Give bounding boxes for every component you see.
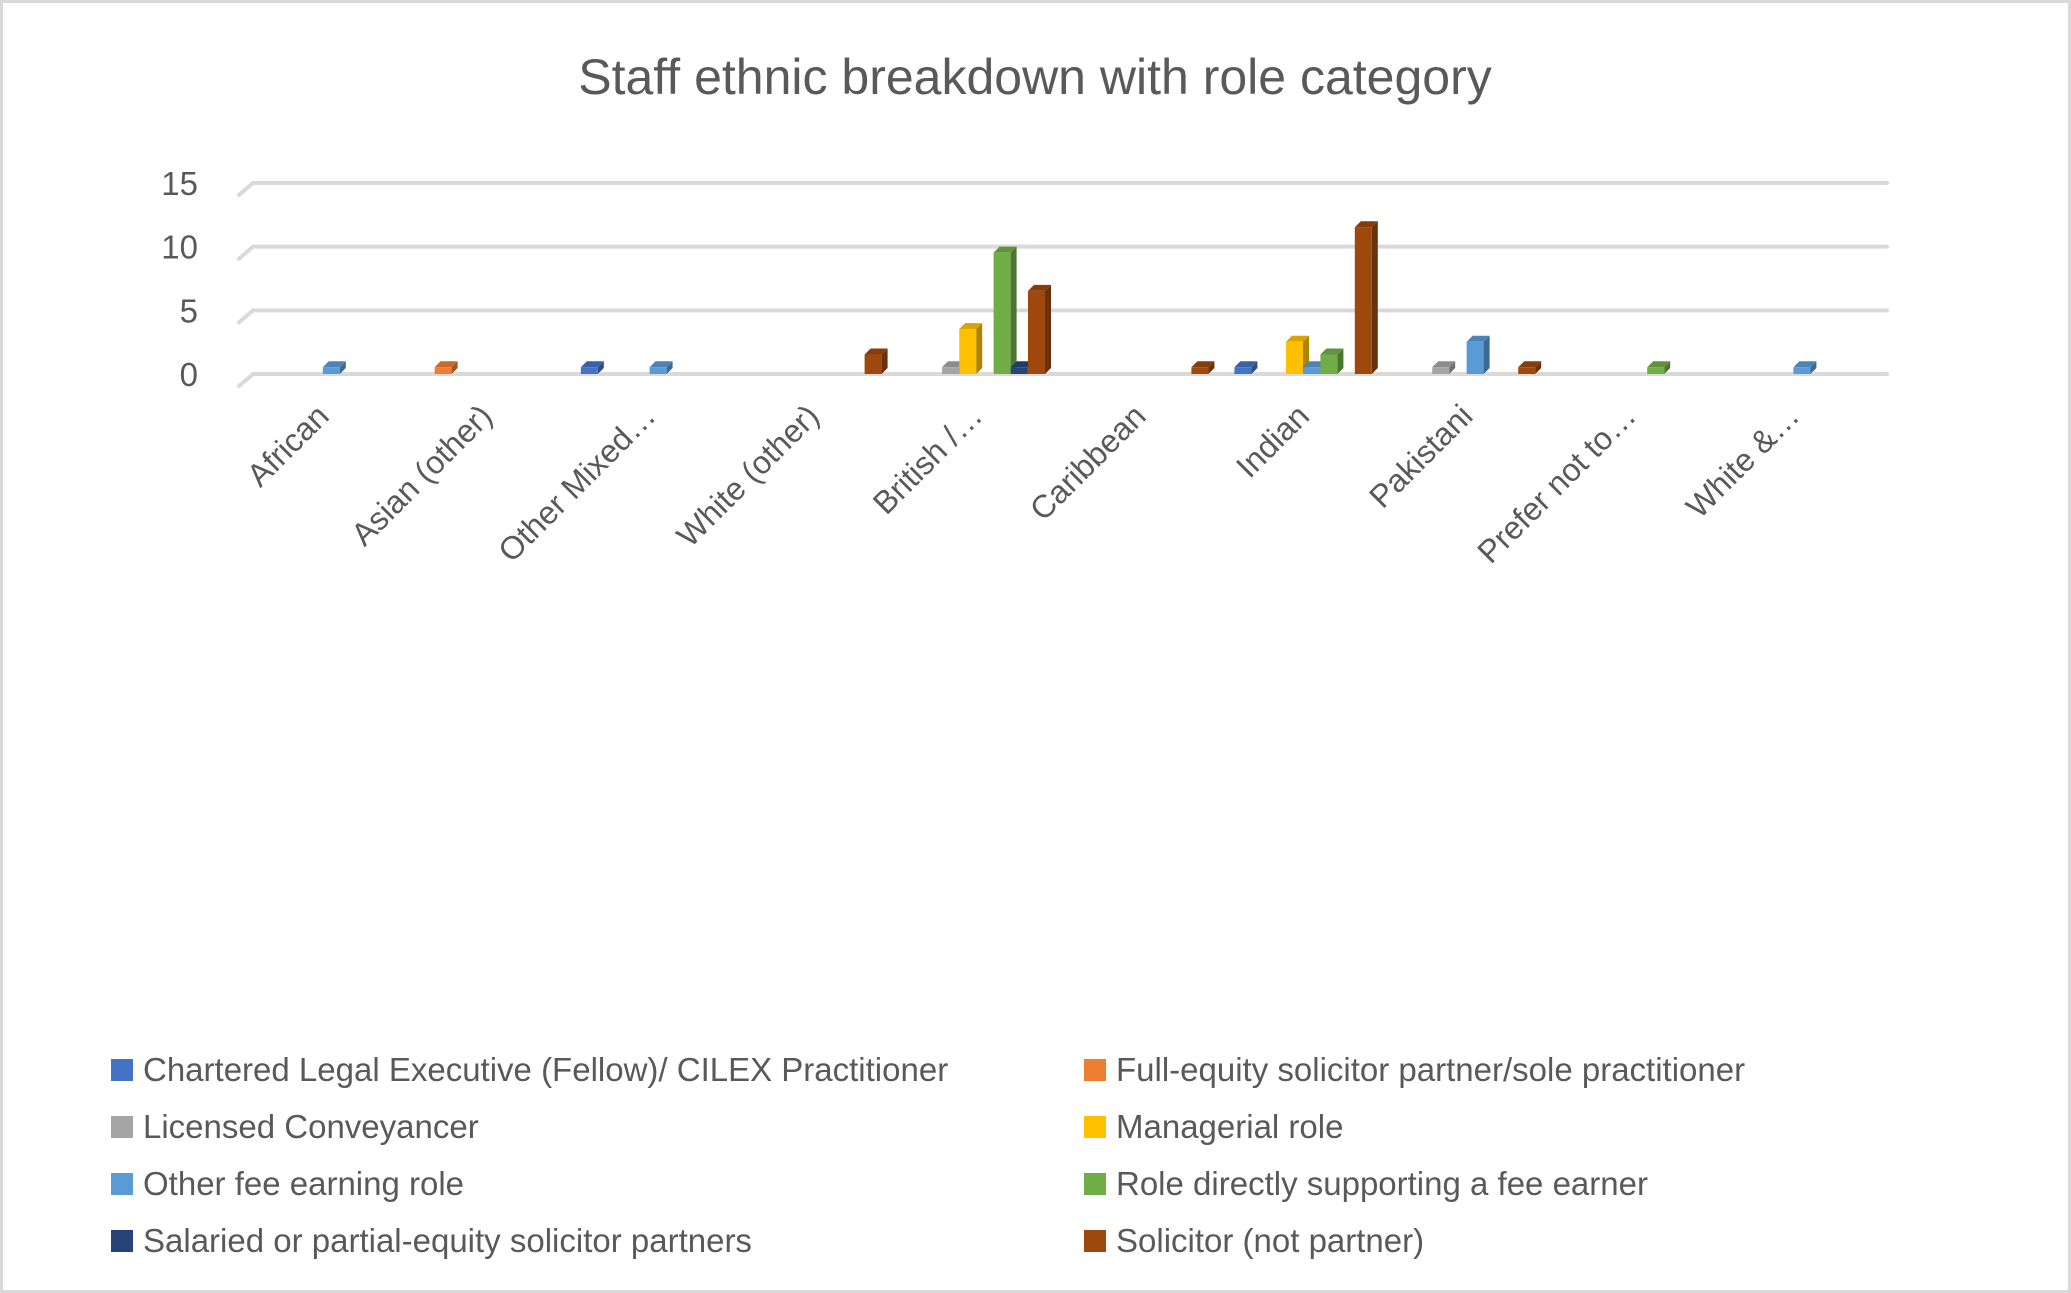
legend-label: Managerial role — [1116, 1108, 1344, 1145]
gridline — [237, 181, 1889, 197]
legend-swatch — [111, 1230, 133, 1252]
bar — [580, 361, 604, 374]
legend-label: Role directly supporting a fee earner — [1116, 1165, 1648, 1202]
x-category-label: Other Mixed… — [491, 397, 662, 568]
legend-item[interactable]: Solicitor (not partner) — [1084, 1221, 1424, 1261]
x-axis-categories: African Asian (other)Other Mixed… White (o… — [240, 397, 1806, 570]
bar — [993, 246, 1017, 374]
x-category-label: Prefer not to… — [1470, 397, 1643, 570]
chart-title: Staff ethnic breakdown with role categor… — [578, 49, 1491, 105]
legend-item[interactable]: Managerial role — [1084, 1107, 1343, 1147]
bar — [1647, 361, 1671, 374]
bar — [1234, 361, 1258, 374]
bar — [649, 361, 673, 374]
bar — [1354, 221, 1378, 374]
x-category-label: British /… — [866, 397, 990, 521]
bar — [434, 361, 458, 374]
x-category-label: Caribbean — [1023, 397, 1153, 527]
legend-item[interactable]: Licensed Conveyancer — [111, 1107, 479, 1147]
legend-item[interactable]: Salaried or partial-equity solicitor par… — [111, 1221, 752, 1261]
x-category-label: Indian — [1229, 397, 1316, 484]
y-tick-label: 5 — [180, 292, 198, 329]
legend-swatch — [1084, 1059, 1106, 1081]
bar — [322, 361, 346, 374]
legend-label: Licensed Conveyancer — [143, 1108, 479, 1145]
legend-swatch — [1084, 1173, 1106, 1195]
bar — [1793, 361, 1817, 374]
x-category-label: Asian (other) — [344, 397, 499, 552]
x-category-label: Pakistani — [1362, 397, 1479, 514]
bar — [959, 323, 983, 374]
bar — [1191, 361, 1215, 374]
bar — [1028, 284, 1051, 374]
bar — [1286, 335, 1309, 374]
legend-swatch — [111, 1116, 133, 1138]
legend-label: Other fee earning role — [143, 1165, 465, 1202]
legend-label: Full-equity solicitor partner/sole pract… — [1116, 1051, 1746, 1088]
bar — [864, 348, 888, 374]
gridline — [237, 244, 1889, 261]
gridline — [237, 372, 1889, 388]
legend-swatch — [1084, 1116, 1106, 1138]
legend-item[interactable]: Role directly supporting a fee earner — [1084, 1164, 1648, 1204]
legend-label: Chartered Legal Executive (Fellow)/ CILE… — [143, 1051, 949, 1088]
legend-label: Salaried or partial-equity solicitor par… — [143, 1222, 752, 1259]
x-category-label: White (other) — [670, 397, 826, 553]
x-category-label: African — [240, 397, 336, 493]
bars — [322, 221, 1817, 374]
legend-swatch — [111, 1059, 133, 1081]
x-category-label: White &… — [1679, 397, 1806, 524]
legend-item[interactable]: Full-equity solicitor partner/sole pract… — [1084, 1050, 1745, 1090]
bar — [1320, 348, 1344, 374]
y-axis-ticks: 0 5 10 15 — [161, 165, 198, 393]
legend-item[interactable]: Chartered Legal Executive (Fellow)/ CILE… — [111, 1050, 948, 1090]
legend-swatch — [1084, 1230, 1106, 1252]
bar — [1432, 361, 1456, 374]
bar — [1518, 361, 1542, 374]
y-tick-label: 10 — [161, 229, 198, 266]
legend-swatch — [111, 1173, 133, 1195]
y-tick-label: 15 — [161, 165, 198, 202]
gridline — [237, 308, 1889, 325]
legend-item[interactable]: Other fee earning role — [111, 1164, 464, 1204]
bar — [1466, 335, 1490, 374]
gridlines — [237, 181, 1889, 388]
y-tick-label: 0 — [180, 356, 198, 393]
legend-label: Solicitor (not partner) — [1116, 1222, 1425, 1259]
